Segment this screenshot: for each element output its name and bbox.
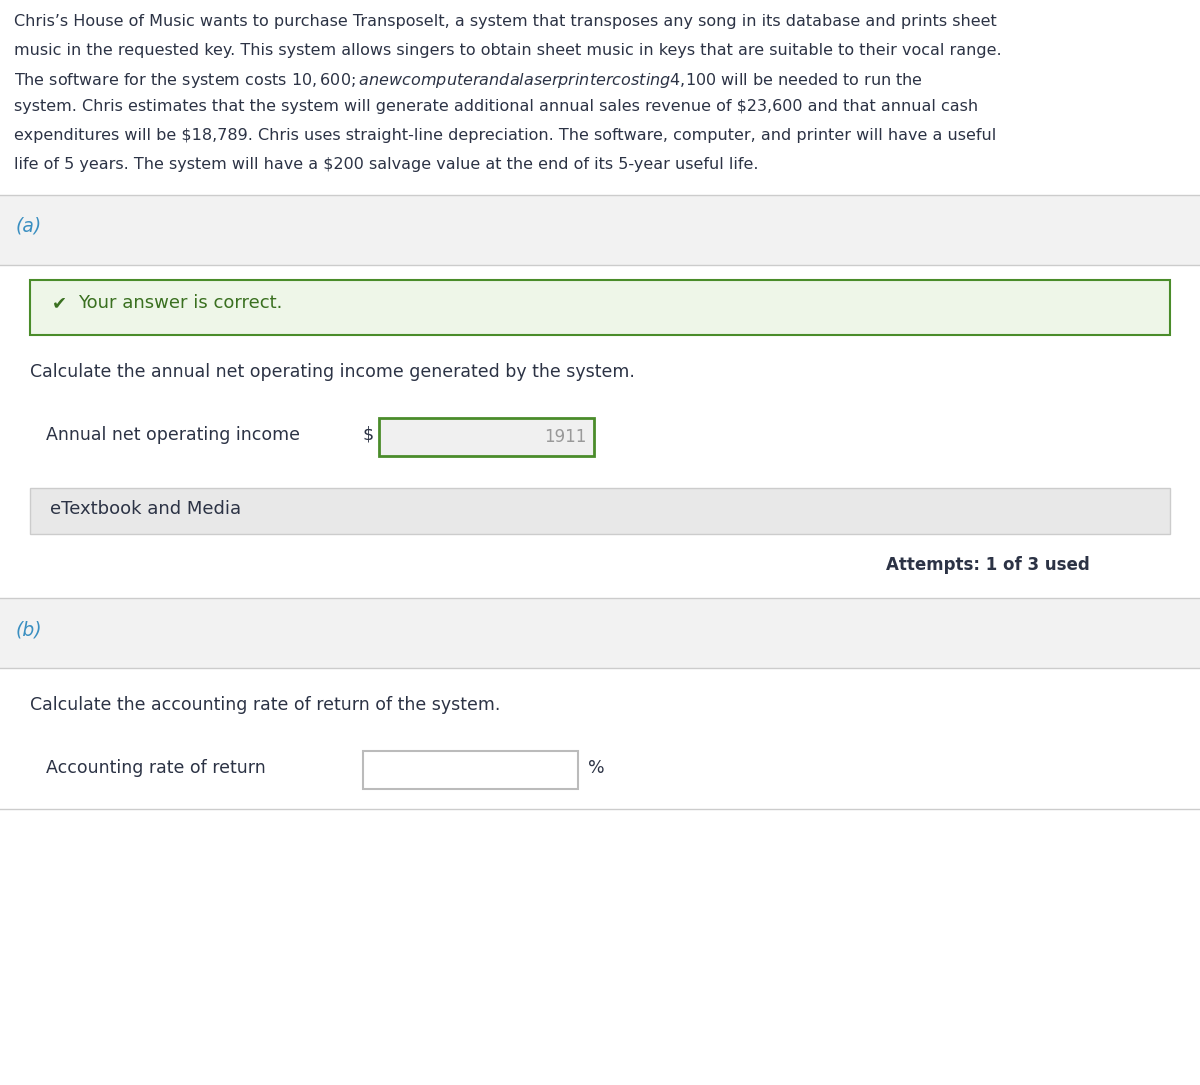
Text: 1911: 1911: [544, 427, 586, 446]
Text: Your answer is correct.: Your answer is correct.: [78, 294, 282, 312]
Text: ✔: ✔: [52, 294, 67, 312]
Text: (b): (b): [16, 620, 43, 639]
Bar: [364, 751, 578, 789]
Bar: [0, 598, 1200, 668]
Text: Calculate the annual net operating income generated by the system.: Calculate the annual net operating incom…: [30, 363, 635, 381]
Text: %: %: [588, 760, 605, 777]
Text: Accounting rate of return: Accounting rate of return: [46, 760, 265, 777]
Text: Annual net operating income: Annual net operating income: [46, 426, 300, 444]
Text: Attempts: 1 of 3 used: Attempts: 1 of 3 used: [887, 556, 1090, 574]
Text: Chris’s House of Music wants to purchase TransposeIt, a system that transposes a: Chris’s House of Music wants to purchase…: [14, 14, 997, 29]
Text: (a): (a): [16, 217, 42, 237]
Text: system. Chris estimates that the system will generate additional annual sales re: system. Chris estimates that the system …: [14, 100, 978, 115]
Bar: [0, 195, 1200, 265]
Bar: [379, 418, 594, 456]
Text: life of 5 years. The system will have a $200 salvage value at the end of its 5-y: life of 5 years. The system will have a …: [14, 156, 758, 171]
Text: The software for the system costs $10,600; a new computer and a laser printer co: The software for the system costs $10,60…: [14, 71, 923, 90]
Text: $: $: [364, 426, 374, 444]
Bar: [30, 280, 1170, 335]
Text: Calculate the accounting rate of return of the system.: Calculate the accounting rate of return …: [30, 695, 500, 714]
Bar: [30, 488, 1170, 534]
Text: eTextbook and Media: eTextbook and Media: [50, 500, 241, 518]
Text: music in the requested key. This system allows singers to obtain sheet music in : music in the requested key. This system …: [14, 42, 1002, 58]
Text: expenditures will be $18,789. Chris uses straight-line depreciation. The softwar: expenditures will be $18,789. Chris uses…: [14, 128, 996, 143]
